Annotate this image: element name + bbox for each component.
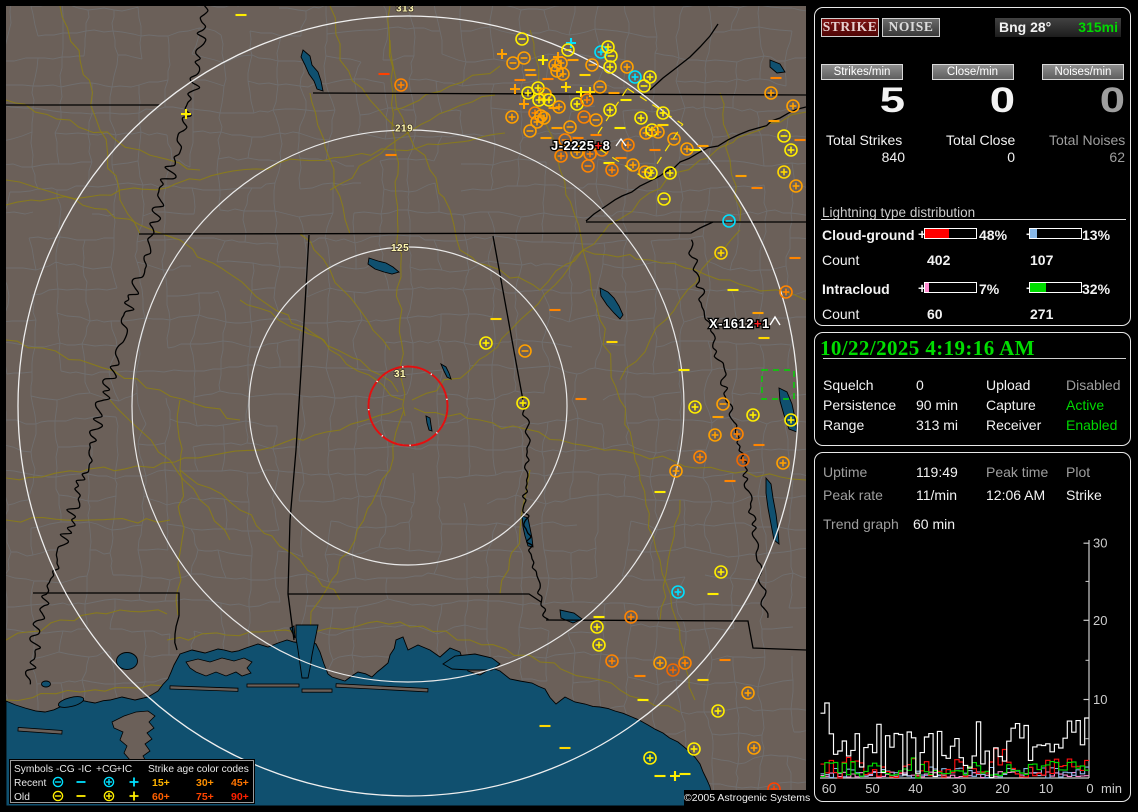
svg-text:75+: 75+ <box>196 791 214 803</box>
svg-text:45+: 45+ <box>231 777 249 789</box>
svg-text:60+: 60+ <box>152 791 170 803</box>
svg-text:90+: 90+ <box>231 791 249 803</box>
svg-text:X-1612+1: X-1612+1 <box>709 316 770 331</box>
svg-text:+IC: +IC <box>116 764 132 775</box>
svg-text:+CG: +CG <box>96 764 117 775</box>
svg-text:31: 31 <box>394 369 406 380</box>
svg-text:Old: Old <box>14 792 30 803</box>
svg-text:Symbols: Symbols <box>14 764 53 775</box>
svg-text:125: 125 <box>391 243 409 254</box>
svg-text:Recent: Recent <box>14 778 46 789</box>
svg-text:30+: 30+ <box>196 777 214 789</box>
svg-text:J-2225+8: J-2225+8 <box>551 138 610 153</box>
svg-text:-CG: -CG <box>56 764 75 775</box>
svg-text:219: 219 <box>395 124 413 135</box>
svg-text:15+: 15+ <box>152 777 170 789</box>
svg-text:Strike age color codes: Strike age color codes <box>148 764 249 775</box>
svg-text:-IC: -IC <box>78 764 92 775</box>
svg-text:313: 313 <box>396 6 414 15</box>
